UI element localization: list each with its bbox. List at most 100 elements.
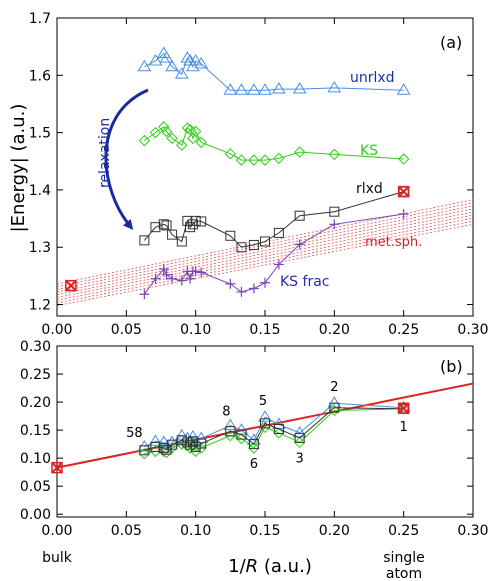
panel-a-ytick-label: 1.5 [29,126,51,142]
panel-a-series-rlxd-point [150,222,161,233]
panel-a-series-ks-point [138,134,151,147]
panel-a-series-ks-point [248,154,260,166]
panel-b-series-rlxd-point [190,441,201,452]
panel-b-ytick-label: 0.25 [20,367,51,383]
panel-b-series-rlxd-point [158,443,169,454]
panel-a-series-ks-frac-point [294,239,305,250]
panel-b-series-unrlxd-point [148,434,163,446]
panel-b-red-marker-box [397,402,410,414]
panel-b-label: (b) [440,357,463,376]
panel-b-series-ks-point [293,436,306,449]
panel-a-series-ks-frac-point [150,273,161,284]
point-label: 1 [400,420,408,435]
point-labels: 58 8 5 6 3 2 1 [126,380,408,472]
point-label: 5 [259,394,267,409]
panel-a-series-unrlxd-point [188,54,203,66]
xtick-note-atom: atom [386,566,422,581]
panel-a-series-unrlxd-point [271,82,286,94]
panel-b-series-rlxd-point [187,436,198,447]
panel-a-series-rlxd-point [236,242,247,253]
panel-b: 0.00 0.05 0.10 0.15 0.20 0.25 0.30 0.00 0.05 0.10… [20,339,489,581]
panel-a-series-unrlxd-point [396,83,411,95]
panel-a-series-ks-point [259,154,271,166]
xtick-note-single: single [383,550,424,566]
fit-line-segment [56,382,474,469]
x-axis-label: 1/R (a.u.) [228,556,312,577]
panel-b-series [137,396,411,460]
panel-b-ytick-label: 0.10 [20,451,51,467]
panel-b-series-ks-point [248,442,260,454]
panel-a-series-ks-frac-point [139,289,150,300]
panel-b-series-ks-point [195,442,207,454]
series-label-ks-frac: KS frac [280,274,329,290]
panel-a-series-ks-point [187,132,199,145]
panel-b-xtick-label: 0.10 [180,523,211,539]
panel-b-series-ks-point [189,445,202,458]
panel-a-series-unrlxd-point [137,59,152,72]
panel-a-series-rlxd-point [329,206,340,217]
panel-a-series-ks-point [328,148,341,161]
panel-a-red-marker-cross [65,279,77,292]
met-sph-band-line [56,217,474,301]
panel-b-series-rlxd-point [167,439,178,450]
panel-a-series-rlxd-point [158,219,169,230]
panel-b-series-rlxd-line [144,407,404,451]
panel-a-series-ks-point [235,154,248,166]
panel-a-series-ks-frac-point [260,277,270,288]
panel-a-series-ks-frac-point [176,275,187,286]
panel-b-series-rlxd-point [225,426,236,437]
panel-a-series-ks-frac-point [190,266,201,277]
panel-b-ytick-label: 0.05 [20,479,51,495]
panel-b-series-rlxd-point [236,429,247,440]
panel-a-series-ks-point [158,121,170,133]
panel-b-red-marker-cross [51,461,63,474]
panel-b-ytick-label: 0.30 [20,339,51,355]
panel-b-series-ks-point [259,421,271,434]
panel-b-series-ks-point [328,404,341,417]
panel-b-xtick-label: 0.15 [249,523,280,539]
point-label: 8 [222,405,230,420]
panel-a-xtick-label: 0.15 [249,322,280,338]
panel-b-ytick-label: 0.15 [20,423,51,439]
band-label-met-sph: met.sph. [365,235,422,250]
panel-a-series-rlxd-point [294,210,305,221]
panel-b-series-unrlxd-point [258,410,272,422]
panel-b-ticks: 0.00 0.05 0.10 0.15 0.20 0.25 0.30 0.00 0.05 0.10… [20,339,489,539]
panel-a-xtick-label: 0.30 [457,322,488,338]
panel-b-xtick-label: 0.00 [41,523,72,539]
panel-a-series-ks-frac-point [236,286,247,297]
panel-a-series-unrlxd-point [327,80,342,93]
panel-a-series-ks-point [181,122,194,134]
panel-a-ytick-label: 1.3 [29,240,51,256]
panel-a-series-ks-point [195,136,207,149]
panel-a-series-unrlxd-point [174,67,189,79]
panel-a-series-ks-point [397,153,410,165]
panel-a-xtick-label: 0.05 [111,322,142,338]
panel-a-series-unrlxd-point [258,83,272,95]
panel-b-series-rlxd-point [294,432,305,443]
panel-a-series-unrlxd-point [292,82,307,94]
panel-a-series-ks-frac-point [273,259,284,270]
panel-a-xtick-label: 0.25 [388,322,419,338]
met-sph-band-line [56,220,474,304]
panel-a-series-rlxd-point [161,220,172,231]
met-sph-band-line [56,214,474,298]
panel-b-series-ks-point [224,429,237,442]
panel-a-series-unrlxd-point [194,56,209,69]
panel-b-series-unrlxd-point [327,396,342,408]
panel-b-red-marker-cross [397,402,410,414]
panel-a-series-ks-frac-point [248,283,259,294]
panel-a-xtick-label: 0.10 [180,322,211,338]
xtick-note-bulk: bulk [42,550,73,566]
panel-a-series-rlxd-point [190,215,201,226]
panel-a-series-ks-frac-point [161,269,172,280]
panel-a-label: (a) [440,33,462,52]
panel-a-series [137,46,411,300]
panel-a-series-ks-frac-point [225,278,236,289]
met-sph-band [56,199,474,307]
panel-a-series-rlxd-point [260,236,270,247]
panel-b-xtick-label: 0.25 [388,523,419,539]
panel-a-series-ks-point [176,139,188,151]
series-label-unrlxd: unrlxd [350,70,395,86]
panel-a-series-rlxd-point [225,230,236,241]
